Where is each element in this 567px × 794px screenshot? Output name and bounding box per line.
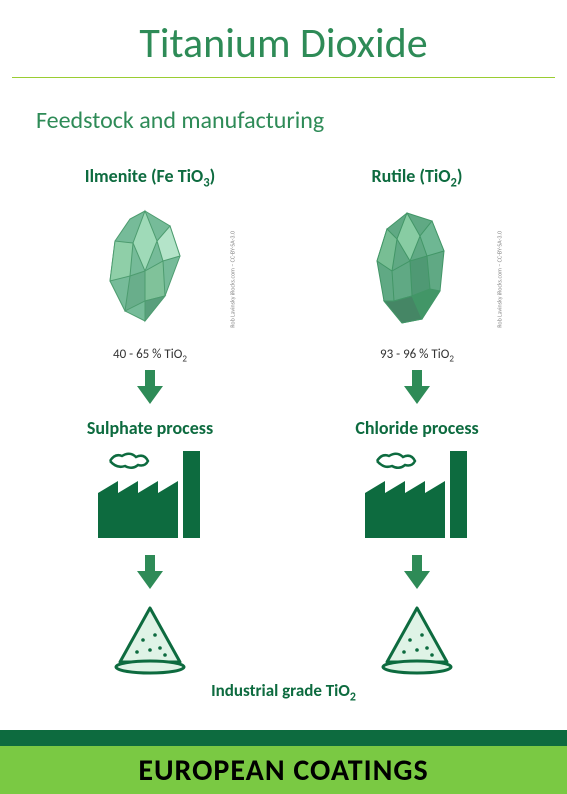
title-underline — [12, 77, 555, 78]
arrow-icon — [402, 370, 432, 409]
rutile-image: Rob Lavinsky iRocks.com – CC-BY-SA-3.0 — [352, 201, 482, 341]
page-title: Titanium Dioxide — [0, 0, 567, 77]
pile-icon — [105, 600, 195, 685]
arrow-icon — [135, 370, 165, 409]
sulphate-process-label: Sulphate process — [87, 417, 213, 439]
right-column: Rutile (TiO2) Rob Lavinsky iRocks.com – … — [317, 165, 517, 685]
process-columns: Ilmenite (Fe TiO3) Rob Lavinsky iRocks.c… — [0, 135, 567, 685]
output-label: Industrial grade TiO2 — [0, 680, 567, 704]
ilmenite-credit: Rob Lavinsky iRocks.com – CC-BY-SA-3.0 — [229, 231, 237, 328]
arrow-icon — [135, 555, 165, 594]
rutile-credit: Rob Lavinsky iRocks.com – CC-BY-SA-3.0 — [496, 231, 504, 328]
ilmenite-purity: 40 - 65 % TiO2 — [113, 347, 187, 365]
rutile-label: Rutile (TiO2) — [372, 165, 463, 191]
footer-accent — [0, 730, 567, 746]
ilmenite-image: Rob Lavinsky iRocks.com – CC-BY-SA-3.0 — [85, 201, 215, 341]
left-column: Ilmenite (Fe TiO3) Rob Lavinsky iRocks.c… — [50, 165, 250, 685]
arrow-icon — [402, 555, 432, 594]
pile-icon — [372, 600, 462, 685]
subtitle: Feedstock and manufacturing — [36, 106, 567, 135]
rutile-purity: 93 - 96 % TiO2 — [380, 347, 454, 365]
factory-icon — [357, 443, 477, 543]
footer-brand: EUROPEAN COATINGS — [0, 746, 567, 794]
factory-icon — [90, 443, 210, 543]
chloride-process-label: Chloride process — [355, 417, 478, 439]
footer: EUROPEAN COATINGS — [0, 730, 567, 794]
ilmenite-label: Ilmenite (Fe TiO3) — [85, 165, 215, 191]
